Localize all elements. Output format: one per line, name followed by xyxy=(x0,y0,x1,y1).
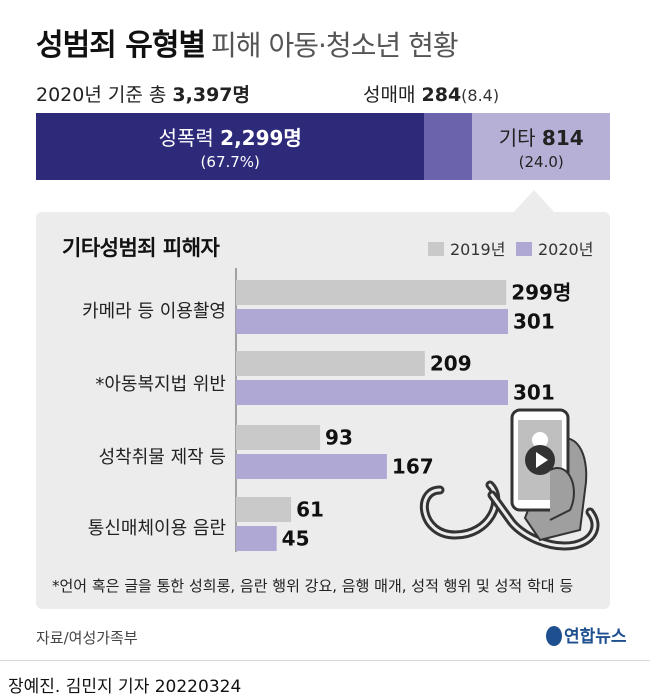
legend-2019-swatch xyxy=(428,242,444,256)
sexual-violence-name: 성폭력 xyxy=(158,126,214,150)
other-value: 814 xyxy=(541,126,584,150)
phone-handcuff-illustration xyxy=(420,408,600,551)
bar-value-label: 61 xyxy=(296,498,324,522)
prostitution-name: 성매매 xyxy=(363,84,416,106)
bar-2019 xyxy=(236,351,425,376)
yonhap-logo: 연합뉴스 xyxy=(546,622,627,647)
segment-prostitution xyxy=(424,113,473,180)
bar-value-label: 299명 xyxy=(511,281,571,305)
prostitution-label: 성매매 284(8.4) xyxy=(363,80,499,107)
other-name: 기타 xyxy=(498,126,536,150)
bar-value-label: 301 xyxy=(513,381,555,405)
bar-2019 xyxy=(236,280,507,305)
legend-2020-swatch xyxy=(516,242,532,256)
legend-2019-label: 2019년 xyxy=(450,240,506,259)
category-label: 통신매체이용 음란 xyxy=(87,518,226,539)
bar-2020 xyxy=(236,380,508,405)
bar-value-label: 167 xyxy=(392,455,434,479)
total-value: 3,397명 xyxy=(172,84,250,106)
byline: 장예진. 김민지 기자 20220324 xyxy=(8,677,242,697)
bar-value-label: 209 xyxy=(430,352,472,376)
segment-other-label: 기타 814 (24.0) xyxy=(472,122,610,171)
footer-divider xyxy=(0,660,650,661)
bar-2020 xyxy=(236,526,277,551)
bar-value-label: 301 xyxy=(513,310,555,334)
total-prefix: 2020년 기준 총 xyxy=(36,84,167,106)
segment-other xyxy=(472,113,610,180)
stacked-bar: 성폭력 2,299명 (67.7%) 기타 814 (24.0) xyxy=(36,113,610,180)
logo-text: 연합뉴스 xyxy=(564,627,627,647)
title-sub: 피해 아동·청소년 현황 xyxy=(211,29,459,62)
segment-sexual-violence xyxy=(36,113,425,180)
panel-pointer xyxy=(512,190,556,214)
total-label: 2020년 기준 총 3,397명 xyxy=(36,80,250,107)
legend-2020: 2020년 xyxy=(516,236,593,260)
category-label: *아동복지법 위반 xyxy=(95,374,226,395)
sexual-violence-value: 2,299명 xyxy=(220,126,302,150)
title-main: 성범죄 유형별 xyxy=(36,28,206,63)
prostitution-pct: (8.4) xyxy=(461,86,500,105)
bar-2020 xyxy=(236,454,387,479)
panel-title: 기타성범죄 피해자 xyxy=(62,236,220,260)
logo-mark-icon xyxy=(546,626,562,646)
bar-value-label: 93 xyxy=(325,426,353,450)
legend-2019: 2019년 xyxy=(428,236,505,260)
footnote: *언어 혹은 글을 통한 성희롱, 음란 행위 강요, 음행 매개, 성적 행위… xyxy=(52,577,574,595)
category-label: 성착취물 제작 등 xyxy=(98,447,226,468)
bar-2019 xyxy=(236,497,292,522)
bar-value-label: 45 xyxy=(282,527,310,551)
sexual-violence-pct: (67.7%) xyxy=(200,153,260,171)
chart-title: 성범죄 유형별 피해 아동·청소년 현황 xyxy=(36,20,459,64)
legend-2020-label: 2020년 xyxy=(538,240,594,259)
bar-2019 xyxy=(236,425,321,450)
source-label: 자료/여성가족부 xyxy=(36,629,138,647)
bar-2020 xyxy=(236,309,508,334)
category-label: 카메라 등 이용촬영 xyxy=(82,301,226,322)
segment-sexual-violence-label: 성폭력 2,299명 (67.7%) xyxy=(36,122,424,171)
prostitution-value: 284 xyxy=(421,84,462,106)
other-pct: (24.0) xyxy=(518,153,564,171)
